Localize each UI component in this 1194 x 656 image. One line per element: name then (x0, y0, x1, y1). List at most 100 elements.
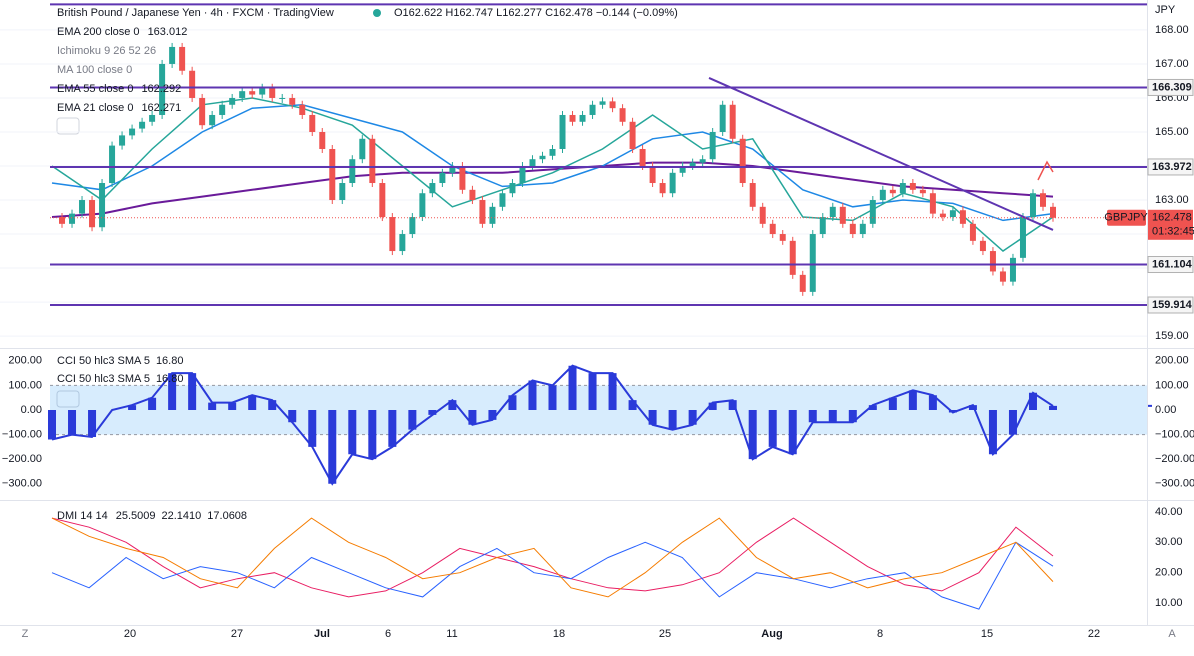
candle-body (209, 114, 216, 126)
candle-body (509, 183, 516, 194)
candle-body (479, 200, 486, 224)
left-tick-label: −200.00 (2, 453, 42, 465)
collapse-button[interactable] (56, 117, 80, 135)
y-tick-label: 163.00 (1155, 194, 1189, 206)
candle-body (799, 274, 806, 292)
time-label: 27 (231, 628, 243, 640)
candle-body (989, 251, 996, 272)
candle-body (909, 183, 916, 190)
candle-body (379, 183, 386, 218)
candle-body (339, 183, 346, 201)
candle-body (109, 145, 116, 184)
candle-body (969, 223, 976, 241)
candle-body (829, 206, 836, 218)
time-label: Jul (314, 628, 330, 640)
candle-body (1050, 206, 1056, 218)
auto-scale[interactable]: A (1168, 628, 1176, 640)
candle-body (429, 183, 436, 194)
candle-body (249, 91, 256, 95)
left-tick-label: 200.00 (8, 355, 42, 367)
candle-body (759, 206, 766, 224)
candle-body (879, 189, 886, 201)
candle-body (609, 101, 616, 109)
y-tick-label: 167.00 (1155, 58, 1189, 70)
candle-body (459, 166, 466, 190)
dmi-line (51, 517, 1054, 598)
candle-body (619, 108, 626, 122)
candle-body (959, 210, 966, 224)
candle-body (749, 183, 756, 207)
candle-body (579, 114, 586, 122)
candle-body (1009, 257, 1016, 282)
candle-body (219, 104, 226, 115)
dmi-legend-value: 17.0608 (207, 510, 247, 522)
zoom-icon[interactable]: Z (22, 628, 29, 640)
candle-body (389, 217, 396, 252)
title: British Pound / Japanese Yen · 4h · FXCM… (57, 7, 334, 19)
candle-body (639, 148, 646, 167)
left-tick-label: −100.00 (2, 428, 42, 440)
candle-body (149, 114, 156, 122)
time-label: 6 (385, 628, 391, 640)
candle-body (519, 166, 526, 184)
candle-body (169, 46, 176, 64)
candle-body (269, 87, 276, 98)
candle-body (1039, 193, 1046, 207)
time-label: 18 (553, 628, 565, 640)
level-tag (1147, 78, 1194, 96)
candle-body (499, 193, 506, 207)
price-label: 162.478 (1152, 212, 1192, 224)
y-tick-label: 40.00 (1155, 506, 1183, 518)
candle-body (369, 138, 376, 184)
level-label: 161.104 (1152, 258, 1193, 270)
y-tick-label: 20.00 (1155, 567, 1183, 579)
indicator-value: 163.012 (148, 26, 188, 38)
cci-legend: CCI 50 hlc3 SMA 5 (57, 355, 150, 367)
candle-body (129, 128, 136, 136)
candle-body (699, 159, 706, 163)
candle-body (689, 162, 696, 167)
candle-body (869, 200, 876, 224)
y-tick-label: 0.00 (1155, 404, 1176, 416)
candle-body (189, 70, 196, 98)
candle-body (769, 223, 776, 235)
level-label: 163.972 (1152, 161, 1192, 173)
cci-line (51, 364, 1054, 486)
candle-body (59, 217, 66, 224)
y-tick-label: 165.00 (1155, 126, 1189, 138)
collapse-button[interactable] (56, 390, 80, 408)
candle-body (79, 200, 86, 214)
candle-body (589, 104, 596, 115)
time-label: 8 (877, 628, 883, 640)
time-label: 25 (659, 628, 671, 640)
indicator-name: EMA 55 close 0 (57, 83, 133, 95)
candle-body (399, 234, 406, 252)
ohlc: O162.622 H162.747 L162.277 C162.478 −0.1… (394, 7, 678, 19)
y-tick-label: 159.00 (1155, 330, 1189, 342)
status-dot (373, 9, 381, 17)
candle-body (739, 138, 746, 184)
candle-body (449, 166, 456, 173)
candle-body (89, 200, 96, 228)
time-label: 11 (446, 628, 457, 640)
candle-body (299, 104, 306, 115)
candle-body (419, 193, 426, 218)
symbol-tag (1107, 209, 1146, 226)
candle-body (529, 159, 536, 167)
cci-legend-value: 16.80 (156, 355, 184, 367)
y-tick-label: −300.00 (1155, 478, 1194, 490)
candle-body (349, 159, 356, 184)
dmi-legend: DMI 14 14 (57, 510, 108, 522)
candle-body (289, 97, 296, 105)
time-label: 22 (1088, 628, 1100, 640)
candle-body (859, 223, 866, 235)
candle-body (69, 213, 76, 224)
candle-body (469, 189, 476, 201)
level-tag (1147, 158, 1194, 176)
candle-body (649, 166, 656, 184)
indicator-line (51, 161, 1054, 218)
candle-body (789, 240, 796, 275)
y-tick-label: 30.00 (1155, 536, 1183, 548)
time-label: 15 (981, 628, 993, 640)
